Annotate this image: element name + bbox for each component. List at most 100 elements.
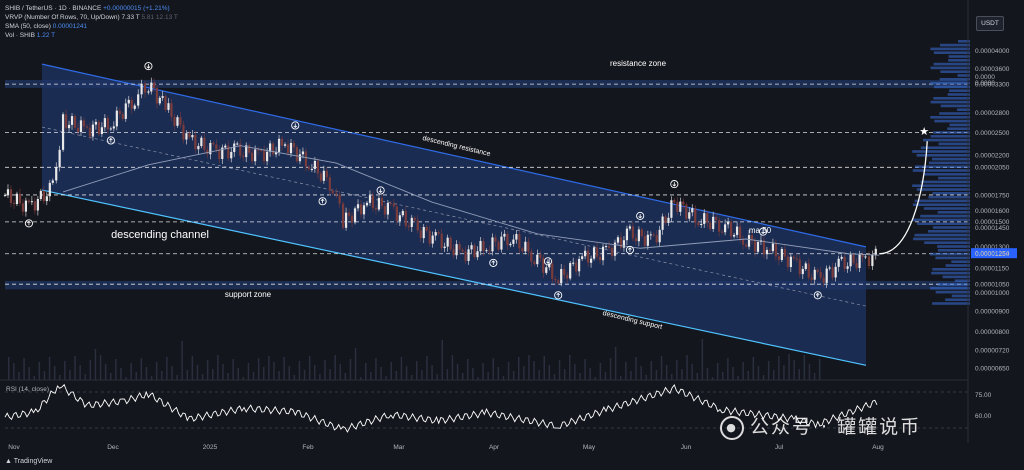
x-axis[interactable]: Nov Dec 2025 Feb Mar Apr May Jun Jul Aug xyxy=(8,444,884,451)
currency-selector[interactable]: USDT xyxy=(976,16,1004,31)
volume-profile-bar xyxy=(938,176,970,180)
candle-body xyxy=(601,246,605,261)
volume-bar xyxy=(436,374,438,380)
vol-value: 1.22 T xyxy=(36,32,56,39)
volume-profile-bar xyxy=(947,127,970,130)
sma-legend-row[interactable]: SMA (50, close) 0.00001241 xyxy=(5,22,87,31)
volume-bar xyxy=(451,355,454,380)
candle-body xyxy=(263,150,266,162)
candle-body xyxy=(274,151,278,155)
candle-body xyxy=(191,135,194,138)
volume-bar xyxy=(222,364,224,380)
volume-profile-bar xyxy=(932,268,970,271)
candle-body xyxy=(569,263,572,279)
candle-body xyxy=(6,189,10,195)
volume-bar xyxy=(288,366,290,380)
volume-bar xyxy=(84,374,86,380)
candle-body xyxy=(85,126,89,128)
candle-body xyxy=(188,133,191,138)
vrvp-value: 7.33 T xyxy=(121,14,140,21)
header-symbol-row[interactable]: SHIB / TetherUS · 1D · BINANCE +0.000000… xyxy=(5,4,170,13)
volume-bar xyxy=(461,373,464,380)
x-tick-label: Feb xyxy=(302,444,314,451)
vrvp-legend-row[interactable]: VRVP (Number Of Rows, 70, Up/Down) 7.33 … xyxy=(5,13,178,22)
candle-body xyxy=(419,230,422,239)
volume-bar xyxy=(329,369,331,380)
candle-body xyxy=(9,189,13,203)
candle-body xyxy=(512,239,515,244)
y-tick-label: 0.00001050 xyxy=(975,282,1010,289)
candle-body xyxy=(362,205,366,215)
candle-body xyxy=(115,110,118,127)
candle-body xyxy=(735,226,739,235)
y-axis[interactable]: 0.00004000 0.00003600 0.00003300 0.00002800… xyxy=(967,0,1017,443)
candle-body xyxy=(616,237,620,243)
volume-profile-bar xyxy=(958,40,970,43)
volume-bar xyxy=(446,369,449,380)
current-price-badge xyxy=(971,248,1017,259)
volume-profile-bar xyxy=(930,287,970,290)
arrow-up-icon-glyph xyxy=(628,247,632,252)
wechat-icon: ● xyxy=(720,415,744,440)
volume-bar xyxy=(370,372,372,380)
resistance-zone-label: resistance zone xyxy=(610,59,667,68)
volume-profile-bar xyxy=(920,146,970,149)
volume-bar xyxy=(579,373,581,380)
volume-profile-bar xyxy=(939,112,970,115)
vol-legend-row[interactable]: Vol · SHIB 1.22 T xyxy=(5,31,55,40)
volume-bar xyxy=(242,377,245,380)
x-tick-label: 2025 xyxy=(203,444,218,451)
candle-body xyxy=(563,269,566,276)
symbol-line[interactable]: SHIB / TetherUS · 1D · BINANCE xyxy=(5,5,102,12)
x-tick-label: Jun xyxy=(681,444,692,451)
candle-body xyxy=(245,145,248,158)
descending-resistance-line xyxy=(41,63,867,248)
volume-bar xyxy=(278,371,280,380)
volume-profile-bar xyxy=(957,108,970,111)
arrow-down-icon xyxy=(144,62,153,71)
arrow-up-icon-glyph xyxy=(108,137,113,143)
volume-bar xyxy=(732,367,734,380)
volume-bar xyxy=(79,365,81,380)
volume-profile-bar xyxy=(933,62,970,66)
arrow-markers xyxy=(24,62,822,300)
candle-body xyxy=(45,196,48,202)
volume-bar xyxy=(227,373,229,380)
volume-profile-bar xyxy=(957,74,970,77)
tradingview-brand[interactable]: ▲ TradingView xyxy=(5,458,52,465)
candle-body xyxy=(464,251,467,261)
candle-body xyxy=(55,167,58,181)
candle-body xyxy=(3,194,7,196)
candle-body xyxy=(446,237,449,247)
volume-bar xyxy=(125,377,127,380)
volume-bar xyxy=(696,373,698,380)
candle-body xyxy=(350,215,354,223)
volume-profile-bar xyxy=(948,59,970,62)
y-tick-label: 0.00001254 xyxy=(975,250,1010,257)
candle-body xyxy=(67,124,71,129)
y-tick-label: 0.00001750 xyxy=(975,192,1010,199)
candle-body xyxy=(130,99,133,109)
candle-body xyxy=(667,217,670,223)
candle-body xyxy=(91,124,95,137)
projection-curve xyxy=(879,141,928,255)
candle-body xyxy=(127,99,130,104)
candle-body xyxy=(422,227,425,239)
candle-body xyxy=(816,269,819,272)
arrow-up-icon xyxy=(318,197,327,206)
candle-body xyxy=(765,249,769,255)
candle-body xyxy=(831,267,834,278)
volume-bar xyxy=(431,365,433,380)
arrow-down-icon-glyph xyxy=(146,64,151,69)
y-tick-label: 0.00000800 xyxy=(975,329,1010,336)
volume-profile-bar xyxy=(951,260,970,263)
candle-body xyxy=(732,234,736,237)
candle-body xyxy=(167,103,170,110)
channel-midline xyxy=(41,126,867,307)
candle-body xyxy=(425,227,428,231)
candle-body xyxy=(27,200,31,203)
candle-body xyxy=(440,233,443,249)
volume-profile-bar xyxy=(928,195,970,199)
candle-body xyxy=(368,195,372,203)
